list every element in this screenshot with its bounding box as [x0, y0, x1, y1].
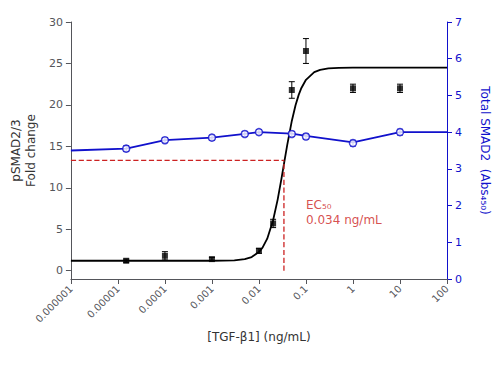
svg-text:5: 5	[455, 89, 462, 102]
svg-text:6: 6	[455, 52, 462, 65]
svg-text:10: 10	[49, 181, 63, 194]
svg-text:30: 30	[49, 16, 63, 29]
svg-text:0: 0	[56, 264, 63, 277]
svg-text:pSMAD2/3: pSMAD2/3	[9, 119, 23, 181]
svg-text:4: 4	[455, 126, 462, 139]
svg-text:Total SMAD2 (Abs₄₅₀): Total SMAD2 (Abs₄₅₀)	[478, 85, 492, 214]
svg-text:2: 2	[455, 199, 462, 212]
svg-text:0.00001: 0.00001	[85, 283, 122, 320]
svg-text:10: 10	[387, 283, 404, 300]
svg-text:100: 100	[430, 283, 451, 304]
svg-text:1: 1	[345, 283, 357, 295]
svg-text:[TGF-β1] (ng/mL): [TGF-β1] (ng/mL)	[207, 330, 310, 344]
svg-text:0.001: 0.001	[188, 283, 216, 311]
svg-text:EC₅₀: EC₅₀	[306, 198, 332, 212]
svg-text:0.034 ng/mL: 0.034 ng/mL	[306, 213, 382, 227]
svg-text:0: 0	[455, 273, 462, 286]
svg-text:0.0001: 0.0001	[136, 283, 168, 315]
svg-text:25: 25	[49, 57, 63, 70]
svg-text:Fold change: Fold change	[24, 114, 38, 187]
svg-text:0.000001: 0.000001	[33, 283, 74, 324]
svg-text:5: 5	[56, 223, 63, 236]
svg-text:0.01: 0.01	[239, 283, 263, 307]
svg-text:3: 3	[455, 162, 462, 175]
svg-text:20: 20	[49, 98, 63, 111]
svg-text:1: 1	[455, 236, 462, 249]
svg-text:0.1: 0.1	[291, 283, 310, 302]
svg-text:7: 7	[455, 16, 462, 29]
svg-text:15: 15	[49, 140, 63, 153]
